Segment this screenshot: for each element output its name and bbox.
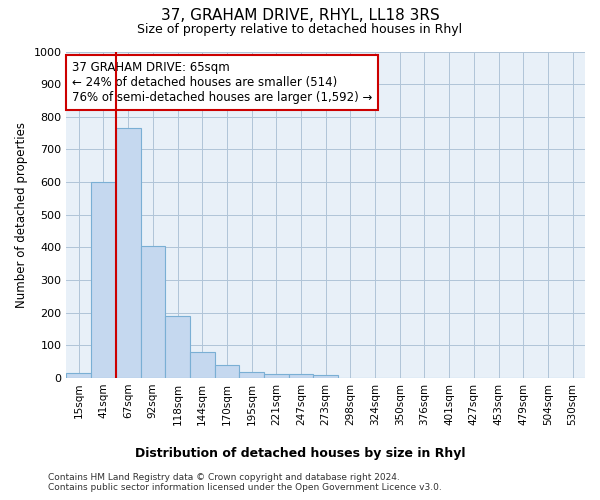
Y-axis label: Number of detached properties: Number of detached properties [15, 122, 28, 308]
Text: 37, GRAHAM DRIVE, RHYL, LL18 3RS: 37, GRAHAM DRIVE, RHYL, LL18 3RS [161, 8, 439, 22]
Text: Contains HM Land Registry data © Crown copyright and database right 2024.: Contains HM Land Registry data © Crown c… [48, 472, 400, 482]
Bar [215, 365, 239, 378]
Bar [140, 246, 165, 378]
Bar [116, 128, 140, 378]
Bar [239, 372, 264, 378]
Bar [264, 374, 289, 378]
Text: Distribution of detached houses by size in Rhyl: Distribution of detached houses by size … [135, 448, 465, 460]
Bar [313, 376, 338, 378]
Text: Size of property relative to detached houses in Rhyl: Size of property relative to detached ho… [137, 22, 463, 36]
Bar [190, 352, 215, 378]
Bar [289, 374, 313, 378]
Text: Contains public sector information licensed under the Open Government Licence v3: Contains public sector information licen… [48, 482, 442, 492]
Text: 37 GRAHAM DRIVE: 65sqm
← 24% of detached houses are smaller (514)
76% of semi-de: 37 GRAHAM DRIVE: 65sqm ← 24% of detached… [71, 62, 372, 104]
Bar [67, 373, 91, 378]
Bar [91, 182, 116, 378]
Bar [165, 316, 190, 378]
